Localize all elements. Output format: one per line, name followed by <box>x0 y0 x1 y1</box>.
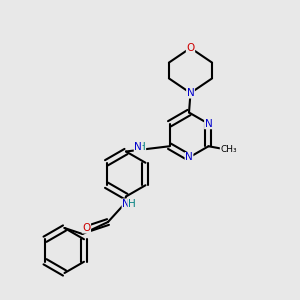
Text: N: N <box>185 152 193 163</box>
Text: O: O <box>82 223 91 233</box>
Text: N: N <box>205 119 212 129</box>
Text: N: N <box>187 88 194 98</box>
Text: H: H <box>138 142 146 152</box>
Text: H: H <box>128 199 136 209</box>
Text: N: N <box>122 199 130 209</box>
Text: N: N <box>134 142 142 152</box>
Text: O: O <box>186 43 195 53</box>
Text: CH₃: CH₃ <box>220 145 237 154</box>
